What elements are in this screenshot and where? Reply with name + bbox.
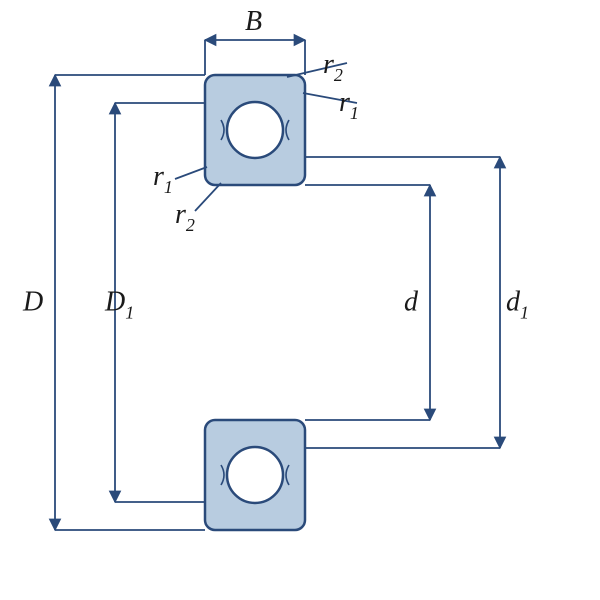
bearing-ball [227,447,283,503]
label-d1: d1 [506,287,529,323]
label-r2-inner: r2 [175,199,195,235]
leader-r2-inner [195,183,221,211]
label-B: B [245,6,262,37]
label-r2-top: r2 [323,49,343,85]
label-D: D [22,287,43,318]
leader-r1-inner [175,167,207,179]
label-r1-top: r1 [339,87,359,123]
bearing-diagram: Br2r1r1r2DD1dd1 [22,6,529,530]
label-r1-inner: r1 [153,161,173,197]
label-d: d [404,287,419,318]
label-D1: D1 [104,287,134,323]
bearing-ball [227,102,283,158]
